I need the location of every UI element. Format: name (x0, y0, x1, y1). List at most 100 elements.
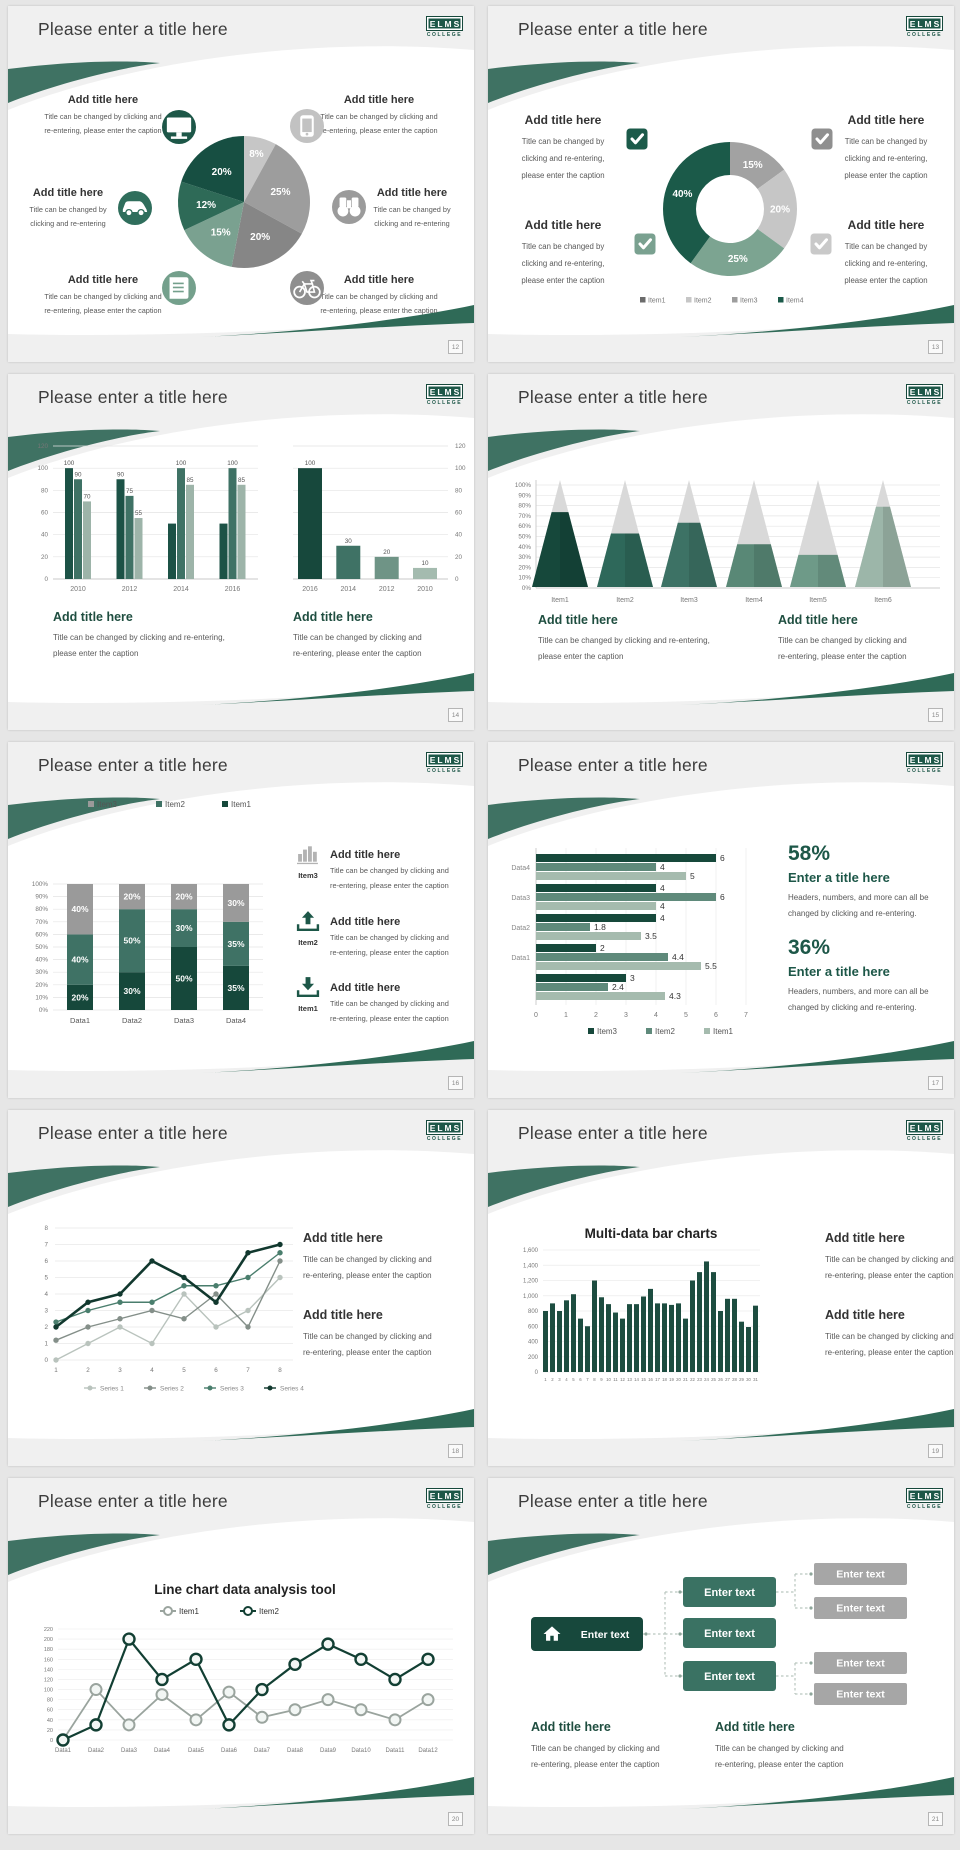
slide-thumbnail-17[interactable]: 0 1 2 3 4 5 6 7 6 4 5 Data4 4 6 4 Data3 4 1.8 3.5 Data2 2 4.4… (488, 742, 954, 1098)
leaf-node[interactable] (814, 1652, 907, 1674)
xtick: Data1 (70, 1016, 90, 1025)
bar (557, 1311, 562, 1372)
xtick: 1 (544, 1377, 547, 1382)
xtick: 5 (684, 1012, 688, 1019)
elms-logo: ELMS COLLEGE (906, 1120, 943, 1142)
bar (620, 1318, 625, 1372)
xtick: 21 (683, 1377, 688, 1382)
slide-thumbnail-19[interactable]: Multi-data bar charts 0 200 400 600 800 1,000 1… (488, 1110, 954, 1466)
white-curve (8, 1518, 474, 1808)
slide-thumbnail-18[interactable]: 0 1 2 3 4 5 6 7 8 1 2 3 4 5 6 7 8 Series 1 Series 2 Series … (8, 1110, 474, 1466)
xtick: 5 (182, 1367, 186, 1374)
leaf-node[interactable] (814, 1563, 907, 1585)
xtick: 2016 (302, 586, 318, 593)
slide-canvas: Item3 Item2 Item1 0% 10% 20% 30% 40% 50% 60% 70% 80… (8, 742, 474, 1098)
slide-thumbnail-16[interactable]: Item3 Item2 Item1 0% 10% 20% 30% 40% 50% 60% 70% 80… (8, 742, 474, 1098)
ytick: 70% (518, 513, 531, 520)
data-point (213, 1299, 219, 1305)
slide-content-group: Add title here Title can be changed by cl… (29, 94, 451, 315)
ytick: 8 (44, 1225, 48, 1232)
placeholder-caption: re-entering, please enter the caption (330, 881, 449, 890)
bottom-swoosh (680, 305, 954, 337)
data-point (321, 1637, 335, 1651)
xtick: Data9 (320, 1748, 337, 1754)
bar (237, 484, 246, 579)
xtick: 1 (564, 1012, 568, 1019)
slide-title: Please enter a title here (38, 387, 228, 407)
xtick: Item1 (551, 597, 569, 604)
cone-fill (855, 506, 911, 587)
slide-content-group: 15% 20% 25% 40% Item1 Item2 Item3 Item4 Add titl… (521, 113, 927, 305)
stack-segment (171, 909, 197, 947)
mid-node[interactable] (683, 1618, 776, 1648)
top-swoosh (8, 1165, 160, 1207)
bicycle-icon (290, 271, 324, 305)
placeholder-title: Add title here (538, 613, 618, 627)
placeholder-caption: please enter the caption (521, 276, 604, 285)
ytick: 100% (515, 482, 532, 489)
ytick: 20% (35, 982, 48, 989)
connector-dot (678, 1590, 682, 1594)
mid-node[interactable] (683, 1577, 776, 1607)
ytick: 1,400 (523, 1263, 539, 1269)
segment-label: 30% (123, 986, 140, 996)
binoculars-icon (332, 190, 366, 224)
donut-slice (757, 169, 797, 249)
cone-shade (560, 512, 588, 587)
ytick: 90% (518, 492, 531, 499)
data-point (222, 1685, 236, 1699)
callout-caption: clicking and re-entering (30, 219, 105, 228)
slide-thumbnail-14[interactable]: 0 0 20 20 40 40 60 60 80 80 100 100 120 120 100 90 90 75 1… (8, 374, 474, 730)
root-node[interactable] (531, 1617, 643, 1651)
elms-logo: ELMS COLLEGE (906, 384, 943, 406)
placeholder-caption: Title can be changed by clicking and (825, 1255, 954, 1264)
bar-label: 6 (720, 892, 725, 902)
data-point (255, 1682, 269, 1697)
ytick: 60 (41, 510, 49, 517)
slide-content-group: Enter text Enter text Enter text Enter text… (531, 1563, 907, 1769)
bar (585, 1326, 590, 1372)
ytick: 100 (37, 465, 48, 472)
xtick: Item6 (874, 597, 892, 604)
white-curve (488, 414, 954, 704)
data-point (421, 1693, 435, 1707)
segment-label: 35% (227, 939, 244, 949)
leaf-node[interactable] (814, 1597, 907, 1619)
xtick: 8 (593, 1377, 596, 1382)
segment-label: 20% (71, 992, 88, 1002)
callout-title: Add title here (344, 274, 414, 286)
placeholder-caption: Title can be changed by clicking and (778, 636, 907, 645)
ytick: 30% (518, 554, 531, 561)
slide-thumbnail-20[interactable]: Line chart data analysis tool Item1 Item2 0… (8, 1478, 474, 1834)
node-label: Enter text (836, 1658, 885, 1670)
data-point (85, 1340, 91, 1347)
slide-thumbnail-15[interactable]: 0% 10% 20% 30% 40% 50% 60% 70% 80% 90% 100% Item1 It… (488, 374, 954, 730)
slide-thumbnail-21[interactable]: Enter text Enter text Enter text Enter text… (488, 1478, 954, 1834)
leaf-node[interactable] (814, 1683, 907, 1705)
connector-dot (809, 1606, 813, 1610)
slide-thumbnail-12[interactable]: Add title here Title can be changed by cl… (8, 6, 474, 362)
xtick: 16 (648, 1377, 653, 1382)
segment-label: 40% (71, 955, 88, 965)
placeholder-caption: clicking and re-entering, (522, 154, 605, 163)
connector-dot (644, 1632, 648, 1636)
stack-segment (119, 909, 145, 973)
xtick: 27 (725, 1377, 730, 1382)
xtick: 2 (551, 1377, 554, 1382)
bar (634, 1304, 639, 1372)
data-point (277, 1258, 283, 1264)
line-series (55, 1277, 281, 1361)
mid-node[interactable] (683, 1661, 776, 1691)
slide-thumbnail-13[interactable]: 15% 20% 25% 40% Item1 Item2 Item3 Item4 Add titl… (488, 6, 954, 362)
pie-slice (184, 202, 244, 267)
legend-swatch (704, 1028, 710, 1034)
icon-label: Item2 (298, 938, 318, 947)
legend-swatch (686, 297, 692, 303)
placeholder-title: Add title here (303, 1231, 383, 1245)
elms-logo-text: ELMS (906, 16, 943, 31)
bar (536, 863, 656, 871)
bar (134, 518, 143, 579)
xtick: 2016 (225, 586, 241, 593)
line-series (55, 1252, 281, 1323)
bottom-swoosh (680, 1041, 954, 1073)
